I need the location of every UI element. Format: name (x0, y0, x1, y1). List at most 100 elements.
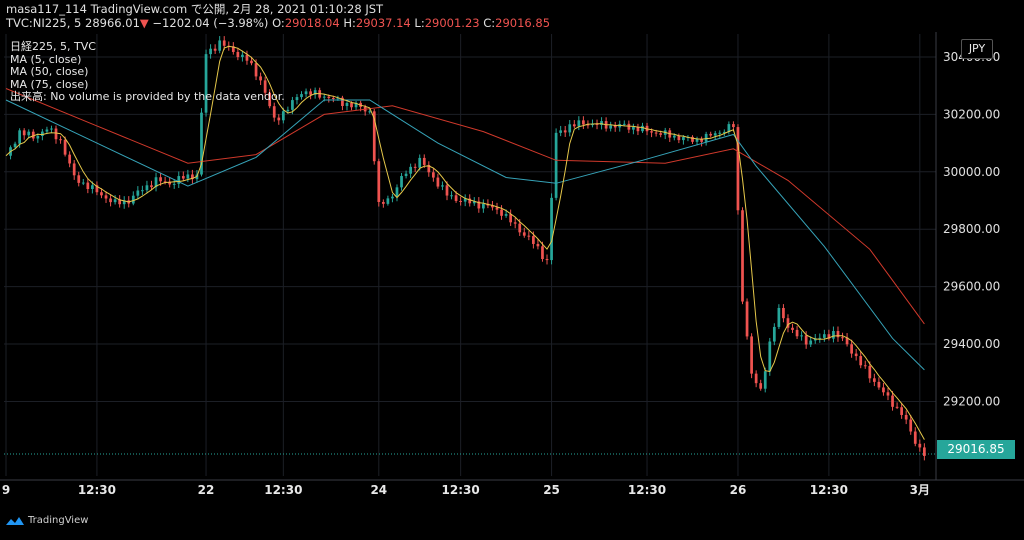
candle-body (800, 335, 803, 337)
candle-body (868, 365, 872, 379)
currency-button[interactable]: JPY (961, 39, 993, 59)
candle-body (772, 326, 776, 342)
chart-header: masa117_114 TradingView.com で公開, 2月 28, … (6, 3, 550, 31)
candle-body (859, 356, 863, 366)
candle-body (568, 124, 572, 133)
indicator-legend: 日経225, 5, TVC MA (5, close) MA (50, clos… (10, 40, 285, 104)
candle-body (445, 185, 449, 196)
candle-body (504, 214, 508, 216)
candle-body (286, 109, 290, 112)
candle-body (609, 125, 613, 129)
candle-body (759, 383, 763, 389)
candle-body (222, 40, 226, 46)
candle-body (177, 176, 181, 184)
candle-body (922, 447, 926, 456)
candle-body (832, 331, 835, 339)
candle-body (722, 131, 726, 133)
candle-body (550, 197, 553, 261)
candle-body (754, 373, 758, 384)
candle-body (141, 190, 144, 192)
y-tick-label: 30000.00 (943, 165, 1000, 179)
candle-body (322, 96, 326, 98)
close-label: C: (483, 16, 496, 30)
candle-body (477, 201, 481, 209)
candle-body (27, 131, 31, 136)
chart-area[interactable]: 30400.0030200.0030000.0029800.0029600.00… (0, 32, 1024, 536)
candle-body (863, 365, 867, 367)
candle-body (345, 103, 349, 107)
candle-body (236, 51, 240, 58)
legend-symbol[interactable]: 日経225, 5, TVC (10, 40, 96, 53)
low-value: 29001.23 (424, 16, 480, 30)
candle-body (331, 97, 335, 99)
candle-body (768, 341, 772, 372)
candle-body (304, 91, 308, 95)
candle-body (154, 177, 158, 188)
candle-body (22, 130, 26, 136)
x-tick-label: 3月 (910, 483, 930, 497)
candle-body (559, 130, 563, 133)
candle-body (809, 340, 813, 345)
candle-body (545, 259, 549, 261)
candle-body (122, 200, 126, 205)
candle-body (454, 195, 458, 201)
x-tick-label: 26 (730, 483, 747, 497)
candle-body (763, 371, 767, 389)
candle-body (250, 60, 253, 64)
candle-body (259, 76, 262, 81)
candle-body (91, 185, 94, 189)
ohlc-row: TVC:NI225, 5 28966.01▼ −1202.04 (−3.98%)… (6, 17, 550, 31)
candle-body (368, 111, 372, 113)
candle-body (695, 138, 699, 142)
candle-body (350, 103, 353, 108)
candle-body (272, 106, 276, 118)
price-chart[interactable]: 30400.0030200.0030000.0029800.0029600.00… (0, 32, 1024, 536)
candle-body (100, 192, 103, 196)
candle-body (209, 48, 212, 55)
candle-body (54, 128, 58, 140)
candle-body (854, 353, 858, 357)
candle-body (77, 175, 81, 183)
x-tick-label: 12:30 (628, 483, 666, 497)
candle-body (886, 392, 890, 396)
candle-body (450, 195, 453, 197)
candle-body (627, 123, 631, 130)
x-tick-label: 12:30 (78, 483, 116, 497)
candle-body (850, 344, 853, 354)
candle-body (50, 128, 53, 130)
candle-body (654, 132, 658, 134)
candle-body (918, 443, 922, 448)
candle-body (777, 307, 781, 327)
brand-name: TradingView (28, 515, 89, 526)
candle-body (613, 125, 617, 128)
candle-body (586, 124, 590, 126)
candle-body (691, 136, 694, 142)
candle-body (313, 90, 317, 95)
candle-body (277, 117, 281, 121)
candle-body (45, 129, 49, 132)
candle-body (104, 195, 108, 199)
legend-volume[interactable]: 出来高: No volume is provided by the data v… (10, 90, 285, 103)
candle-body (118, 199, 122, 205)
candle-body (181, 176, 185, 179)
candle-body (482, 203, 485, 209)
candle-body (395, 187, 399, 197)
candle-body (541, 246, 544, 260)
legend-ma50[interactable]: MA (50, close) (10, 65, 89, 78)
candle-body (263, 80, 267, 93)
candle-body (672, 135, 676, 138)
candle-body (509, 214, 513, 223)
candle-body (632, 126, 635, 130)
candle-body (441, 185, 444, 187)
candle-body (109, 198, 112, 203)
y-tick-label: 29800.00 (943, 222, 1000, 236)
tradingview-branding[interactable]: TradingView (6, 515, 88, 526)
legend-ma75[interactable]: MA (75, close) (10, 77, 89, 91)
x-tick-label: 25 (543, 483, 560, 497)
legend-ma5[interactable]: MA (5, close) (10, 52, 82, 66)
candle-body (622, 123, 626, 125)
candle-body (163, 181, 167, 183)
candle-body (204, 54, 208, 113)
candle-body (372, 111, 376, 162)
candle-body (522, 232, 526, 236)
